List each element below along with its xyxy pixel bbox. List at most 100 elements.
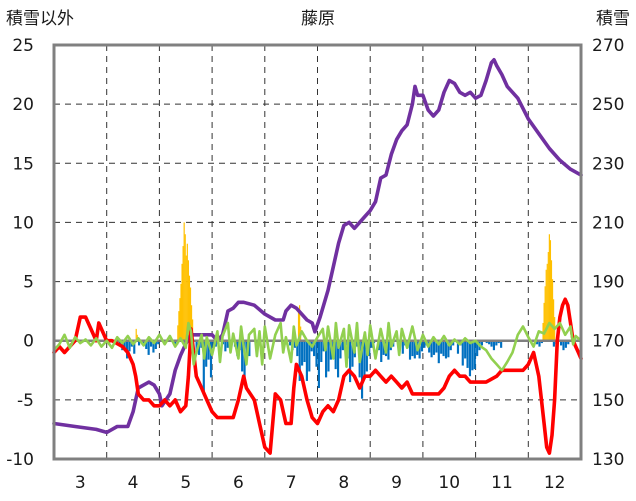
- lines-layer: [52, 58, 583, 455]
- bar: [365, 340, 368, 372]
- bar: [551, 279, 554, 341]
- bar: [380, 340, 383, 363]
- y-right-tick-label: 170: [592, 332, 624, 352]
- bar: [180, 283, 182, 341]
- y-left-tick-label: 10: [12, 213, 34, 233]
- bar: [550, 260, 553, 341]
- bar: [547, 252, 549, 341]
- bar: [337, 340, 340, 378]
- bar: [442, 340, 445, 357]
- y-right-tick-label: 230: [592, 154, 624, 174]
- bar: [187, 260, 189, 341]
- bar: [303, 340, 306, 363]
- labels-layer: -10 -5 0 5 10 15 20 25 130 150 170 190 210 230 250 270 3…: [6, 36, 624, 493]
- bar: [135, 328, 137, 341]
- bar: [543, 302, 545, 341]
- x-tick-label: 5: [180, 473, 191, 493]
- bar: [401, 340, 404, 354]
- y-left-tick-label: 15: [12, 154, 34, 174]
- y-right-tick-label: 250: [592, 95, 624, 115]
- bar: [447, 340, 450, 358]
- y-right-tick-label: 130: [592, 450, 624, 470]
- bar: [293, 340, 296, 348]
- bar: [430, 340, 433, 358]
- bar: [190, 305, 193, 341]
- bar: [298, 305, 301, 341]
- x-tick-label: 4: [128, 473, 139, 493]
- x-tick-label: 7: [286, 473, 297, 493]
- x-tick-label: 10: [438, 473, 460, 493]
- bar: [137, 340, 141, 346]
- bar: [435, 340, 438, 353]
- bar: [546, 263, 548, 341]
- x-tick-label: 8: [338, 473, 349, 493]
- bar: [298, 340, 301, 381]
- bar: [387, 340, 390, 360]
- bar: [133, 340, 136, 354]
- plot-frame: [52, 43, 583, 461]
- bar: [360, 340, 364, 399]
- x-tick-label: 11: [491, 473, 513, 493]
- bar: [205, 340, 208, 367]
- bar: [334, 340, 337, 370]
- bar: [320, 340, 323, 363]
- bar: [552, 340, 555, 347]
- bar: [500, 340, 503, 348]
- bar: [297, 311, 300, 341]
- bar: [202, 340, 205, 396]
- bar: [411, 340, 414, 357]
- bar: [544, 286, 546, 341]
- bar: [363, 340, 366, 379]
- bar: [224, 340, 227, 352]
- y-left-tick-label: 5: [23, 273, 34, 293]
- bar: [188, 275, 191, 341]
- right-axis-label: 積雪: [596, 9, 630, 29]
- bar: [128, 340, 131, 352]
- bar: [444, 340, 448, 359]
- bar: [301, 340, 304, 366]
- bar: [154, 340, 157, 349]
- bar: [567, 340, 570, 345]
- frame-layer: [52, 43, 583, 461]
- grid-layer: [54, 45, 581, 459]
- bar: [456, 340, 460, 354]
- bar: [560, 340, 563, 346]
- x-tick-label: 3: [75, 473, 86, 493]
- bar: [173, 340, 177, 346]
- bar: [480, 340, 484, 346]
- bar: [473, 340, 476, 370]
- bar: [339, 340, 342, 359]
- bar: [466, 340, 469, 368]
- series-line-green_series: [52, 321, 583, 372]
- bar: [184, 234, 186, 341]
- bar: [145, 340, 148, 349]
- bar: [423, 340, 426, 348]
- bar: [189, 287, 192, 341]
- bar: [123, 340, 126, 348]
- bar: [118, 340, 121, 345]
- bar: [289, 340, 292, 346]
- bar: [305, 340, 308, 381]
- bar: [147, 340, 150, 355]
- bar: [408, 340, 412, 360]
- bar: [182, 246, 184, 341]
- bar: [420, 340, 424, 352]
- y-left-tick-label: 20: [12, 95, 34, 115]
- bar: [327, 340, 330, 372]
- bar: [248, 340, 251, 357]
- bar: [413, 340, 416, 359]
- x-tick-label: 6: [233, 473, 244, 493]
- bar: [464, 340, 467, 359]
- x-tick-label: 12: [544, 473, 566, 493]
- bar: [178, 311, 180, 341]
- bar: [209, 340, 213, 378]
- bar: [325, 340, 328, 378]
- bar: [308, 340, 311, 372]
- bar: [183, 222, 185, 341]
- bar: [471, 340, 474, 371]
- y-right-tick-label: 210: [592, 213, 624, 233]
- bar: [564, 340, 567, 348]
- bar: [348, 340, 352, 383]
- bar: [317, 340, 320, 389]
